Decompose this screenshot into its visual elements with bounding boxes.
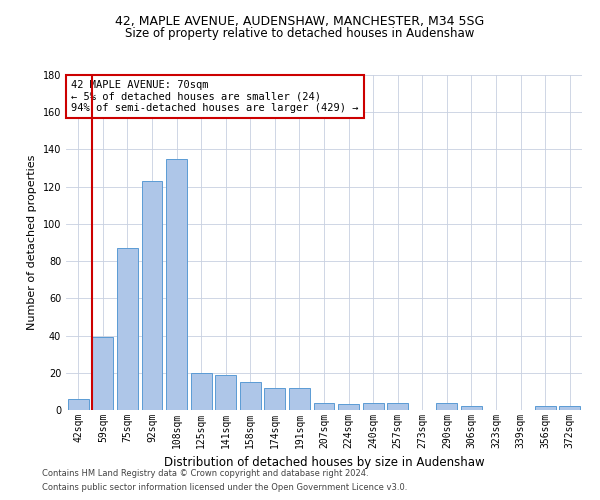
- Text: 42, MAPLE AVENUE, AUDENSHAW, MANCHESTER, M34 5SG: 42, MAPLE AVENUE, AUDENSHAW, MANCHESTER,…: [115, 15, 485, 28]
- Bar: [559, 406, 580, 410]
- Bar: [387, 402, 408, 410]
- Bar: [68, 399, 89, 410]
- Bar: [166, 158, 187, 410]
- Text: Size of property relative to detached houses in Audenshaw: Size of property relative to detached ho…: [125, 28, 475, 40]
- Bar: [362, 402, 383, 410]
- Bar: [240, 382, 261, 410]
- Bar: [289, 388, 310, 410]
- Y-axis label: Number of detached properties: Number of detached properties: [27, 155, 37, 330]
- Bar: [142, 181, 163, 410]
- Bar: [436, 402, 457, 410]
- Bar: [314, 402, 334, 410]
- Text: Contains HM Land Registry data © Crown copyright and database right 2024.: Contains HM Land Registry data © Crown c…: [42, 468, 368, 477]
- Bar: [338, 404, 359, 410]
- Bar: [191, 373, 212, 410]
- Text: 42 MAPLE AVENUE: 70sqm
← 5% of detached houses are smaller (24)
94% of semi-deta: 42 MAPLE AVENUE: 70sqm ← 5% of detached …: [71, 80, 359, 113]
- X-axis label: Distribution of detached houses by size in Audenshaw: Distribution of detached houses by size …: [164, 456, 484, 469]
- Bar: [215, 374, 236, 410]
- Bar: [535, 406, 556, 410]
- Bar: [461, 406, 482, 410]
- Bar: [265, 388, 286, 410]
- Bar: [92, 338, 113, 410]
- Bar: [117, 248, 138, 410]
- Text: Contains public sector information licensed under the Open Government Licence v3: Contains public sector information licen…: [42, 484, 407, 492]
